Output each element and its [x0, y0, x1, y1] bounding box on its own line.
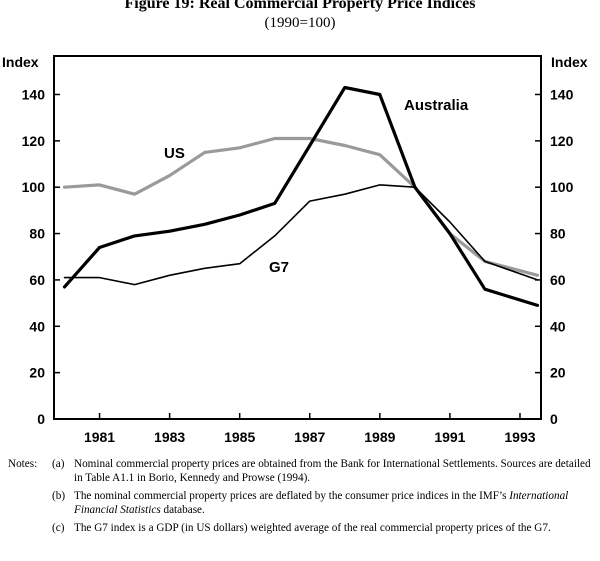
notes-heading: Notes:	[8, 458, 38, 470]
note-text: Nominal commercial property prices are o…	[74, 458, 591, 484]
note-b: (b) The nominal commercial property pric…	[8, 489, 594, 517]
y-tick-label-left: 20	[29, 365, 45, 381]
x-tick-label: 1991	[434, 429, 465, 445]
series-line-australia	[62, 85, 540, 307]
series-layer	[62, 85, 540, 307]
note-text-part: The nominal commercial property prices a…	[74, 490, 510, 502]
y-tick-label-right: 140	[550, 86, 574, 102]
x-tick-label: 1985	[224, 429, 255, 445]
y-tick-label-right: 20	[550, 365, 566, 381]
y-tick-label-right: 120	[550, 133, 574, 149]
y-tick-label-left: 80	[29, 226, 45, 242]
x-tick-label: 1993	[504, 429, 535, 445]
y-tick-label-left: 140	[22, 86, 46, 102]
y-tick-label-right: 100	[550, 179, 574, 195]
plot-frame	[53, 55, 542, 420]
y-axis-label-left: Index	[2, 54, 39, 70]
note-key: (a)	[52, 458, 65, 470]
x-tick-label: 1987	[294, 429, 325, 445]
y-tick-label-left: 40	[29, 318, 45, 334]
note-a: Notes: (a) Nominal commercial property p…	[8, 457, 594, 485]
note-key: (b)	[52, 490, 66, 502]
y-tick-label-left: 0	[37, 411, 45, 427]
figure-title: Figure 19: Real Commercial Property Pric…	[124, 0, 476, 12]
note-text-part: database.	[160, 504, 205, 516]
note-c: (c) The G7 index is a GDP (in US dollars…	[8, 521, 594, 535]
y-tick-label-right: 80	[550, 226, 566, 242]
series-label-us: US	[164, 145, 185, 162]
y-axis-label-right: Index	[551, 54, 588, 70]
note-text: The nominal commercial property prices a…	[74, 489, 594, 517]
series-label-g7: G7	[269, 259, 289, 276]
x-tick-label: 1989	[364, 429, 395, 445]
y-tick-label-right: 0	[550, 411, 558, 427]
y-tick-label-left: 60	[29, 272, 45, 288]
x-tick-label: 1981	[84, 429, 115, 445]
y-tick-label-left: 120	[22, 133, 46, 149]
y-tick-label-right: 40	[550, 318, 566, 334]
x-tick-label: 1983	[154, 429, 185, 445]
axis-ticks: 0 0 20 20 40 40 60 60 80 80 100 100 120 120 140 140 1981…	[22, 86, 574, 445]
series-line-g7	[63, 184, 539, 286]
notes-section: Notes: (a) Nominal commercial property p…	[8, 457, 594, 539]
y-tick-label-right: 60	[550, 272, 566, 288]
note-key: (c)	[52, 522, 65, 534]
y-tick-label-left: 100	[22, 179, 46, 195]
note-text-italic: International Financial Statistics	[74, 490, 569, 516]
line-chart: Index Index 0 0 20 20 40 40 60 60 80 80 100 100 120 1…	[2, 54, 588, 445]
series-label-australia: Australia	[404, 97, 469, 114]
note-text: The G7 index is a GDP (in US dollars) we…	[74, 522, 551, 534]
figure-subtitle: (1990=100)	[264, 15, 336, 31]
